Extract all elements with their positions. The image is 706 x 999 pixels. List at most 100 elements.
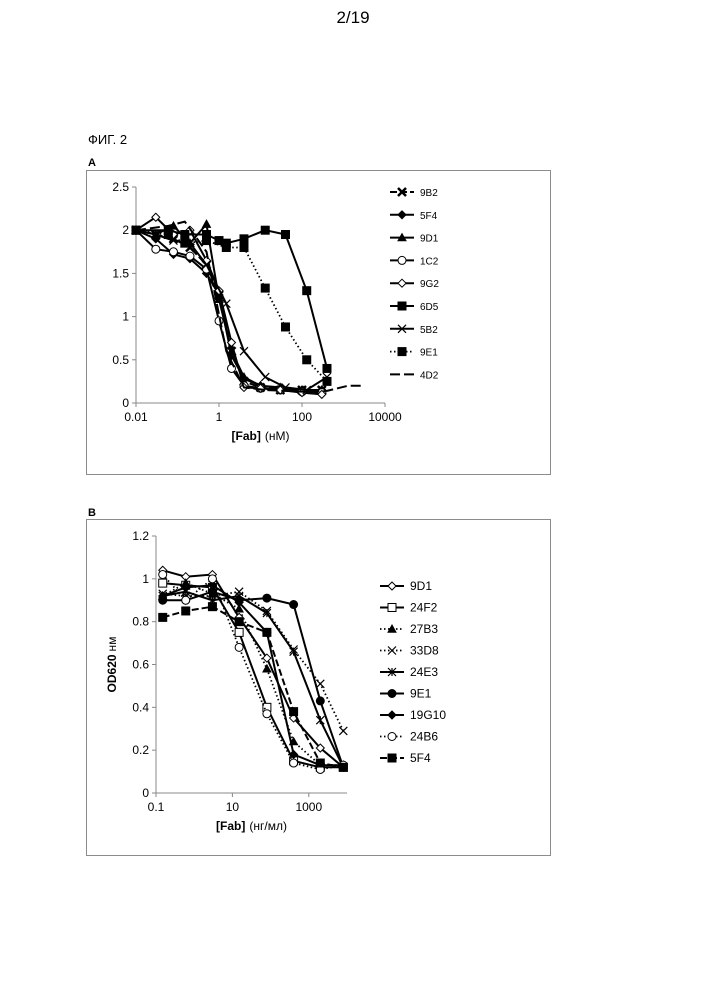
legend-marker [398, 256, 406, 264]
x-tick-label: 1000 [295, 800, 322, 814]
legend-label: 5F4 [420, 211, 438, 222]
legend-marker [388, 582, 396, 590]
legend-marker [388, 754, 396, 762]
legend-item-9G2: 9G2 [390, 279, 439, 290]
y-tick-label: 1.5 [112, 266, 129, 280]
data-point-9E1 [222, 243, 230, 251]
chart-panel-a: 00.511.522.50.01110010000[Fab](нМ)9B25F4… [86, 170, 551, 475]
data-point-9D1 [203, 220, 211, 227]
y-tick-label: 0.4 [132, 700, 149, 714]
data-point-9E1 [261, 284, 269, 292]
data-point-5F4 [208, 603, 216, 611]
data-point-9E1 [290, 601, 298, 609]
x-tick-label: 0.1 [148, 800, 165, 814]
legend-marker [398, 348, 406, 356]
data-point-5F4 [290, 708, 298, 716]
y-tick-label: 0 [142, 786, 149, 800]
data-point-9E1 [181, 239, 189, 247]
legend-label: 9E1 [420, 348, 438, 359]
legend-item-9D1: 9D1 [390, 234, 439, 245]
data-point-9E1 [203, 237, 211, 245]
legend-label: 24E3 [410, 665, 438, 679]
legend-label: 4D2 [420, 370, 439, 381]
legend-item-9D1: 9D1 [380, 579, 432, 593]
page-number: 2/19 [0, 8, 706, 28]
legend-label: 9D1 [410, 579, 432, 593]
legend-item-5B2: 5B2 [390, 325, 438, 336]
data-point-24B6 [208, 575, 216, 583]
legend-marker [398, 302, 406, 310]
legend-label: 5F4 [410, 751, 431, 765]
data-point-33D8 [316, 680, 324, 688]
y-tick-label: 1 [142, 572, 149, 586]
legend-item-33D8: 33D8 [380, 644, 439, 658]
legend-marker [388, 604, 396, 612]
legend-label: 1C2 [420, 256, 439, 267]
data-point-9E1 [240, 243, 248, 251]
x-axis-title-main: [Fab] [216, 819, 245, 833]
x-tick-label: 100 [292, 410, 312, 424]
legend-item-9E1: 9E1 [390, 348, 438, 359]
x-axis-title-main: [Fab] [232, 429, 261, 443]
data-point-5F4 [182, 607, 190, 615]
legend-label: 5B2 [420, 325, 438, 336]
chart-panel-b: 00.20.40.60.811.20.1101000[Fab](нг/мл)OD… [86, 519, 551, 856]
data-point-9E1 [323, 377, 331, 385]
y-tick-label: 0.5 [112, 353, 129, 367]
data-point-6D5 [261, 226, 269, 234]
x-tick-label: 10 [226, 800, 240, 814]
data-point-9E1 [281, 323, 289, 331]
data-point-24B6 [182, 596, 190, 604]
legend-label: 9D1 [420, 234, 439, 245]
legend-label: 9E1 [410, 687, 432, 701]
x-axis-title: [Fab] (нг/мл) [216, 819, 287, 833]
data-point-6D5 [281, 231, 289, 239]
legend-item-19G10: 19G10 [380, 708, 446, 722]
legend-marker [388, 733, 396, 741]
legend-label: 9G2 [420, 279, 439, 290]
legend-label: 6D5 [420, 302, 439, 313]
panel-b-label: B [88, 507, 96, 519]
data-point-24E3 [316, 716, 324, 724]
legend-item-24B6: 24B6 [380, 730, 438, 744]
x-axis-title-unit: (нг/мл) [249, 819, 287, 833]
legend-label: 19G10 [410, 708, 446, 722]
data-point-6D5 [303, 287, 311, 295]
y-axis-title-main: OD620 [105, 654, 119, 692]
data-point-1C2 [186, 252, 194, 260]
legend-item-6D5: 6D5 [390, 302, 439, 313]
x-tick-label: 0.01 [124, 410, 148, 424]
legend-marker [398, 279, 406, 287]
data-point-5F4 [339, 763, 347, 771]
data-point-24B6 [290, 759, 298, 767]
data-point-24B6 [159, 571, 167, 579]
legend-item-5F4: 5F4 [380, 751, 431, 765]
data-point-24B6 [235, 643, 243, 651]
legend-item-1C2: 1C2 [390, 256, 439, 267]
y-tick-label: 0.8 [132, 615, 149, 629]
legend-item-24E3: 24E3 [380, 665, 438, 679]
legend-label: 9B2 [420, 188, 438, 199]
data-point-24B6 [263, 710, 271, 718]
legend-marker [388, 690, 396, 698]
chart-b-svg: 00.20.40.60.811.20.1101000[Fab](нг/мл)OD… [87, 520, 550, 855]
data-point-5F4 [235, 618, 243, 626]
x-axis-title-unit: (нМ) [265, 429, 290, 443]
legend-label: 24F2 [410, 601, 438, 615]
figure-title: ФИГ. 2 [88, 132, 127, 147]
data-point-33D8 [339, 727, 347, 735]
data-point-24F2 [235, 628, 243, 636]
x-axis-title: [Fab] (нМ) [232, 429, 290, 443]
data-point-6D5 [181, 231, 189, 239]
y-tick-label: 2.5 [112, 180, 129, 194]
y-axis-title-unit: нм [105, 637, 119, 652]
y-tick-label: 0 [122, 396, 129, 410]
data-point-5F4 [159, 613, 167, 621]
data-point-5B2 [261, 373, 269, 381]
legend-label: 27B3 [410, 622, 438, 636]
data-point-9E1 [303, 356, 311, 364]
data-point-6D5 [323, 364, 331, 372]
data-point-1C2 [152, 245, 160, 253]
y-tick-label: 1.2 [132, 529, 149, 543]
y-tick-label: 2 [122, 223, 129, 237]
